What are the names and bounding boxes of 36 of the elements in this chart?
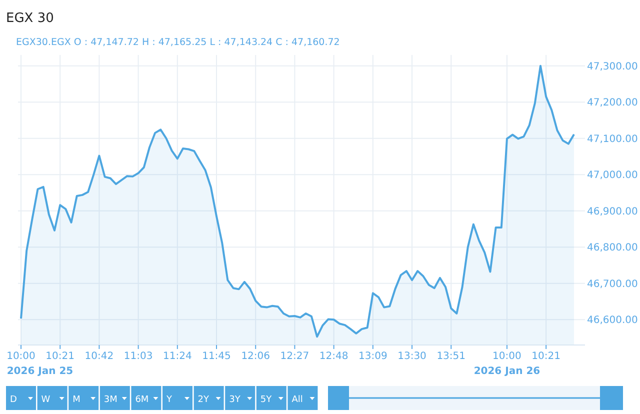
text: 3M — [104, 395, 118, 405]
x-tick-label: 10:00 — [492, 351, 522, 362]
x-tick-label: 12:48 — [319, 351, 348, 362]
text: 5Y — [260, 395, 272, 405]
text: D — [10, 395, 17, 405]
x-tick-label: 10:21 — [46, 351, 75, 362]
text: 6M — [135, 395, 149, 405]
x-tick-label: 13:09 — [358, 351, 388, 362]
text: 2026 Jan 26 — [474, 366, 540, 377]
x-tick-label: 12:06 — [241, 351, 270, 362]
text: Y — [166, 395, 172, 405]
text: 2Y — [198, 395, 210, 405]
x-tick-label: 10:00 — [6, 351, 36, 362]
y-tick-label: 46,600.00 — [587, 315, 638, 326]
x-tick-label: 13:51 — [436, 351, 466, 362]
x-tick-label: 10:21 — [532, 351, 560, 362]
x-tick-label: 11:03 — [124, 351, 153, 362]
x-tick-label: 11:24 — [162, 351, 192, 362]
y-tick-label: 46,700.00 — [587, 278, 638, 290]
chart-title: EGX 30 — [6, 11, 54, 26]
y-tick-label: 46,800.00 — [587, 242, 638, 254]
y-tick-label: 47,100.00 — [587, 134, 638, 145]
chart-subtitle: EGX30.EGX O : 47,147.72 H : 47,165.25 L : 47,143.24 C : 47,160.72 — [16, 37, 340, 48]
text: W — [41, 395, 50, 405]
y-tick-label: 47,300.00 — [587, 61, 638, 72]
y-tick-label: 47,000.00 — [587, 170, 638, 182]
text: 3Y — [229, 395, 241, 405]
x-tick-label: 10:42 — [84, 351, 114, 362]
text: M — [72, 395, 80, 405]
text: 2026 Jan 25 — [6, 366, 74, 377]
text: All — [292, 395, 303, 405]
x-tick-label: 13:30 — [398, 351, 426, 362]
y-tick-label: 46,900.00 — [587, 206, 638, 218]
y-tick-label: 47,200.00 — [587, 98, 638, 109]
x-tick-label: 11:45 — [202, 351, 231, 362]
x-tick-label: 12:27 — [280, 351, 310, 362]
